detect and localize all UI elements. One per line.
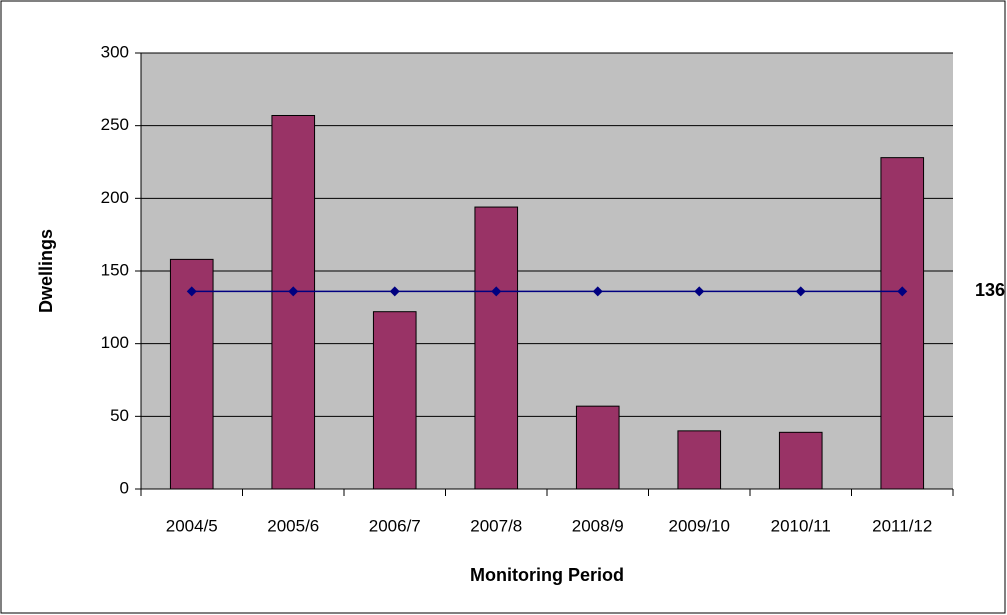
y-axis-label: Dwellings [36, 229, 56, 313]
bar [677, 430, 722, 490]
line-marker [389, 286, 400, 297]
y-tick-label: 150 [101, 260, 129, 279]
line-marker [491, 286, 502, 297]
y-tick-label: 300 [101, 42, 129, 61]
bar [575, 405, 620, 490]
bar [474, 206, 519, 490]
y-tick-label: 100 [101, 333, 129, 352]
y-tick-label: 200 [101, 188, 129, 207]
y-tick-label: 50 [110, 406, 129, 425]
bar [880, 157, 925, 490]
line-marker [795, 286, 806, 297]
bar [372, 311, 417, 490]
x-tick-label: 2010/11 [771, 516, 831, 535]
line-marker [592, 286, 603, 297]
bar [271, 114, 316, 490]
bar [778, 431, 823, 490]
x-tick-label: 2005/6 [267, 516, 319, 535]
x-tick-label: 2004/5 [166, 516, 218, 535]
line-label: 136 [975, 280, 1005, 300]
x-tick-label: 2007/8 [470, 516, 522, 535]
x-tick-label: 2009/10 [669, 516, 730, 535]
x-tick-label: 2006/7 [369, 516, 421, 535]
x-axis-label: Monitoring Period [470, 565, 624, 585]
y-tick-label: 250 [101, 115, 129, 134]
y-tick-label: 0 [120, 478, 129, 497]
bar [169, 258, 214, 490]
x-tick-label: 2008/9 [572, 516, 624, 535]
line-marker [694, 286, 705, 297]
line-marker [186, 286, 197, 297]
line-marker [897, 286, 908, 297]
line-marker [288, 286, 299, 297]
x-tick-label: 2011/12 [872, 516, 932, 535]
